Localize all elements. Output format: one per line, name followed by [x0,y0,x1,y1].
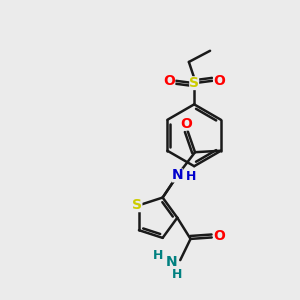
Text: S: S [133,198,142,212]
Text: H: H [186,170,196,183]
Text: N: N [166,255,178,268]
Text: S: S [189,76,199,90]
Text: N: N [172,169,183,182]
Text: H: H [172,268,182,281]
Text: O: O [180,117,192,130]
Text: O: O [213,229,225,243]
Text: H: H [153,249,163,262]
Text: O: O [213,74,225,88]
Text: O: O [164,74,175,88]
